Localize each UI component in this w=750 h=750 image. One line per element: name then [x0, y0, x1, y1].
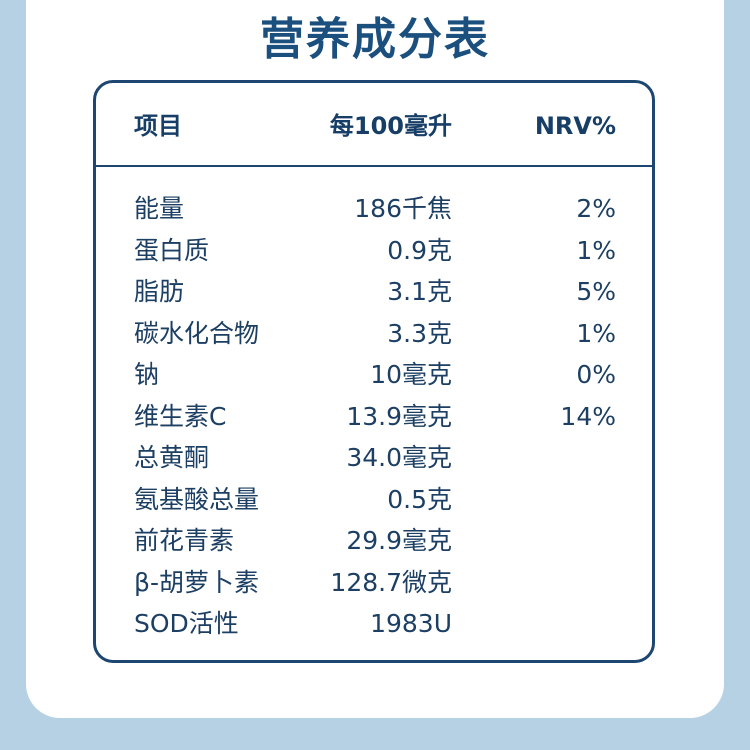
row-name: 前花青素: [134, 526, 235, 555]
row-amount: 10毫克: [370, 360, 452, 389]
table-row: 脂肪 3.1克 5%: [96, 275, 652, 317]
table-row: 蛋白质 0.9克 1%: [96, 234, 652, 276]
header-nrv: NRV%: [534, 112, 616, 140]
row-amount: 0.9克: [387, 235, 452, 265]
row-name: 碳水化合物: [134, 318, 260, 348]
row-name: 蛋白质: [134, 235, 210, 265]
table-row: 钠 10毫克 0%: [96, 358, 652, 400]
table-row: 总黄酮 34.0毫克: [96, 441, 652, 483]
table-row: 能量 186千焦 2%: [96, 192, 652, 234]
row-amount: 29.9毫克: [346, 526, 452, 555]
row-name: 能量: [134, 194, 185, 223]
header-amount: 每100毫升: [329, 112, 452, 140]
row-name: 维生素C: [134, 401, 227, 431]
row-amount: 128.7微克: [330, 567, 452, 597]
row-name: β-胡萝卜素: [134, 567, 259, 597]
table-body: 能量 186千焦 2% 蛋白质 0.9克 1% 脂肪 3.1克 5% 碳水化合物…: [96, 192, 652, 649]
row-name: SOD活性: [134, 609, 239, 638]
row-amount: 13.9毫克: [346, 401, 452, 431]
table-row: SOD活性 1983U: [96, 607, 652, 649]
row-amount: 3.3克: [387, 318, 452, 348]
row-nrv: 0%: [576, 360, 616, 389]
table-row: 前花青素 29.9毫克: [96, 524, 652, 566]
row-nrv: 5%: [576, 277, 616, 306]
row-nrv: 14%: [560, 401, 616, 431]
row-amount: 34.0毫克: [346, 443, 452, 472]
row-amount: 186千焦: [354, 194, 452, 223]
table-row: 氨基酸总量 0.5克: [96, 483, 652, 525]
row-name: 总黄酮: [134, 443, 210, 472]
table-row: β-胡萝卜素 128.7微克: [96, 566, 652, 608]
page-title: 营养成分表: [260, 14, 490, 65]
row-name: 钠: [134, 360, 160, 389]
nutrition-card: [26, 0, 724, 718]
header-item: 项目: [134, 112, 182, 140]
row-amount: 3.1克: [387, 277, 452, 306]
table-row: 维生素C 13.9毫克 14%: [96, 400, 652, 442]
row-nrv: 2%: [576, 194, 616, 223]
table-row: 碳水化合物 3.3克 1%: [96, 317, 652, 359]
table-header: 项目 每100毫升 NRV%: [96, 83, 652, 167]
nutrition-table: 项目 每100毫升 NRV% 能量 186千焦 2% 蛋白质 0.9克 1% 脂…: [93, 80, 655, 663]
row-name: 氨基酸总量: [134, 484, 260, 514]
row-name: 脂肪: [134, 277, 185, 306]
row-nrv: 1%: [576, 318, 616, 348]
row-nrv: 1%: [576, 235, 616, 265]
row-amount: 1983U: [370, 609, 452, 638]
row-amount: 0.5克: [387, 484, 452, 514]
